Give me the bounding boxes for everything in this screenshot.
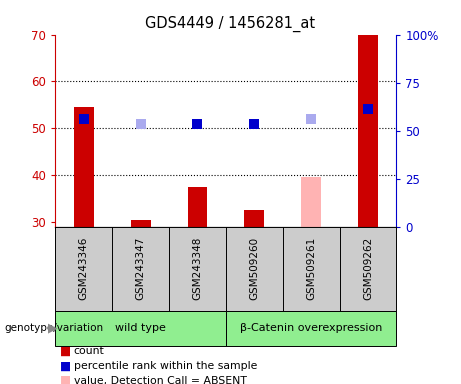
- Text: percentile rank within the sample: percentile rank within the sample: [74, 361, 257, 371]
- Text: β-Catenin overexpression: β-Catenin overexpression: [240, 323, 382, 333]
- Text: GSM509260: GSM509260: [249, 237, 260, 300]
- Text: wild type: wild type: [115, 323, 166, 333]
- Point: [194, 121, 201, 127]
- Bar: [358, 35, 378, 227]
- Text: GSM509262: GSM509262: [363, 237, 373, 300]
- Bar: [74, 107, 94, 227]
- Bar: [301, 177, 321, 227]
- Bar: [188, 187, 207, 227]
- Point: [364, 106, 372, 113]
- Text: ▶: ▶: [48, 322, 58, 335]
- Point: [307, 116, 315, 122]
- Point: [80, 116, 88, 122]
- Text: ■: ■: [60, 374, 71, 384]
- Bar: [130, 220, 151, 227]
- Text: count: count: [74, 346, 105, 356]
- Bar: [55, 311, 226, 346]
- Text: ■: ■: [60, 345, 71, 358]
- Text: genotype/variation: genotype/variation: [5, 323, 104, 333]
- Bar: [244, 210, 264, 227]
- Text: GSM243346: GSM243346: [79, 237, 89, 301]
- Text: ■: ■: [60, 359, 71, 372]
- Point: [251, 121, 258, 127]
- Text: GDS4449 / 1456281_at: GDS4449 / 1456281_at: [145, 15, 316, 31]
- Text: GSM509261: GSM509261: [306, 237, 316, 300]
- Point: [137, 121, 144, 127]
- Text: GSM243348: GSM243348: [192, 237, 202, 301]
- Text: value, Detection Call = ABSENT: value, Detection Call = ABSENT: [74, 376, 247, 384]
- Text: GSM243347: GSM243347: [136, 237, 146, 301]
- Bar: [226, 311, 396, 346]
